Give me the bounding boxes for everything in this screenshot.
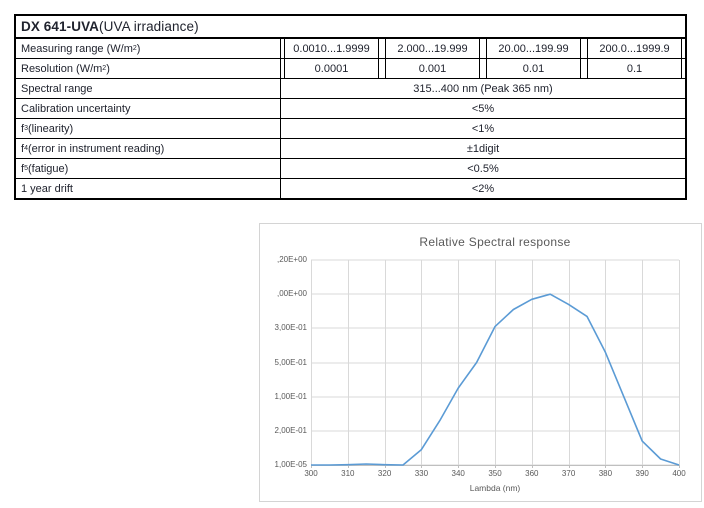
y-tick-label: ,20E+00 [276, 255, 307, 264]
spec-label: Resolution (W/m 2) [16, 59, 281, 78]
y-tick-label: 1,00E-01 [274, 391, 307, 401]
plot-area [311, 259, 680, 468]
spec-table: DX 641-UVA (UVA irradiance) Measuring ra… [14, 14, 687, 200]
spec-value: <1% [471, 122, 495, 135]
spec-label: Spectral range [16, 79, 281, 98]
spec-value: 0.1 [587, 59, 682, 78]
chart-title: Relative Spectral response [419, 235, 571, 249]
spec-value: 0.0001 [284, 59, 379, 78]
y-tick-label: 1,00E-05 [274, 459, 307, 469]
x-tick-label: 360 [525, 469, 539, 478]
y-tick-label: 5,00E-01 [274, 357, 307, 367]
spec-label: 1 year drift [16, 179, 281, 198]
x-tick-label: 350 [488, 469, 502, 478]
spec-row-1-year-drift: 1 year drift <2% [16, 178, 685, 198]
x-tick-label: 400 [672, 469, 686, 478]
spec-value: ±1digit [466, 142, 500, 155]
response-curve [311, 293, 680, 466]
spec-row-calibration-uncertainty: Calibration uncertainty <5% [16, 98, 685, 118]
y-tick-label: 3,00E-01 [274, 323, 307, 333]
x-tick-label: 330 [414, 469, 429, 478]
spec-value: 20.00...199.99 [486, 39, 581, 58]
y-tick-label: 2,00E-01 [274, 425, 307, 435]
spec-value: 315...400 nm (Peak 365 nm) [413, 82, 553, 95]
spec-value: 0.001 [385, 59, 480, 78]
spec-value: 200.0...1999.9 [587, 39, 682, 58]
spec-row-spectral-range: Spectral range 315...400 nm (Peak 365 nm… [16, 78, 685, 98]
spectral-response-chart: Relative Spectral response ,20E+00 ,00E+0… [259, 223, 702, 502]
spec-value: <0.5% [467, 162, 499, 175]
product-subtitle: (UVA irradiance) [99, 19, 199, 34]
table-title: DX 641-UVA (UVA irradiance) [16, 16, 685, 38]
x-tick-label: 320 [377, 469, 392, 478]
x-tick-label: 380 [598, 469, 613, 478]
product-name: DX 641-UVA [21, 19, 100, 34]
spec-label: Calibration uncertainty [16, 99, 281, 118]
spec-row-resolution: Resolution (W/m 2) 0.0001 0.001 0.01 0.1 [16, 58, 685, 78]
x-tick-label: 310 [341, 469, 355, 478]
spec-value: <5% [471, 102, 495, 115]
x-tick-label: 370 [561, 469, 576, 478]
y-tick-label: ,00E+00 [276, 289, 307, 299]
x-tick-label: 300 [304, 469, 318, 478]
spec-value: <2% [471, 182, 495, 195]
spec-value: 0.01 [486, 59, 581, 78]
x-axis-title: Lambda (nm) [469, 483, 521, 493]
x-tick-label: 390 [635, 469, 649, 478]
spec-label: Measuring range (W/m 2) [16, 39, 281, 58]
spec-value: 2.000...19.999 [385, 39, 480, 58]
x-tick-label: 340 [451, 469, 465, 478]
spec-row-measuring-range: Measuring range (W/m 2) 0.0010...1.9999 2… [16, 38, 685, 58]
spec-value: 0.0010...1.9999 [284, 39, 379, 58]
